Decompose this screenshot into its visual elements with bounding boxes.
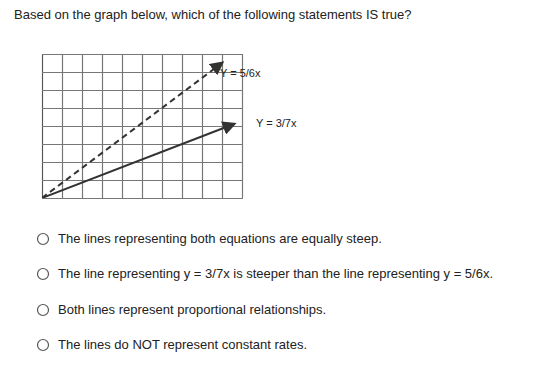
grid-line [42,126,242,127]
radio-button[interactable] [38,269,49,280]
tick [42,126,242,127]
grid-line [42,108,242,109]
axis-line [43,55,243,199]
page: Based on the graph below, which of the f… [0,0,533,385]
option-text[interactable]: The line representing y = 3/7x is steepe… [58,266,493,281]
tick [42,90,242,91]
grid-line [42,180,242,181]
grid-line [42,72,242,73]
grid-line [42,90,242,91]
option-text[interactable]: The lines do NOT represent constant rate… [58,337,307,352]
grid-line [42,162,242,163]
line [42,63,222,198]
grid-line [42,144,242,145]
x-axis [43,54,243,199]
option-text[interactable]: The lines representing both equations ar… [58,231,382,246]
y-axis [42,55,242,199]
line-label: Y = 5/6x [220,67,261,79]
radio-button[interactable] [38,305,49,316]
tick [42,198,242,199]
tick [42,162,242,163]
tick [42,144,242,145]
radio-button[interactable] [38,340,49,351]
line-label: Y = 3/7x [256,117,297,129]
grid-line [42,198,242,199]
grid-line [42,54,242,55]
tick [42,180,242,181]
options: The lines representing both equations ar… [38,231,494,352]
lines [42,63,234,198]
tick [42,108,242,109]
radio-button[interactable] [38,234,49,245]
line-labels: Y = 5/6x Y = 3/7x [220,67,297,129]
question: Based on the graph below, which of the f… [14,7,411,22]
line [42,124,234,198]
tick [42,54,242,55]
option-text[interactable]: Both lines represent proportional relati… [58,302,326,317]
tick [42,72,242,73]
axis-line [43,54,243,199]
